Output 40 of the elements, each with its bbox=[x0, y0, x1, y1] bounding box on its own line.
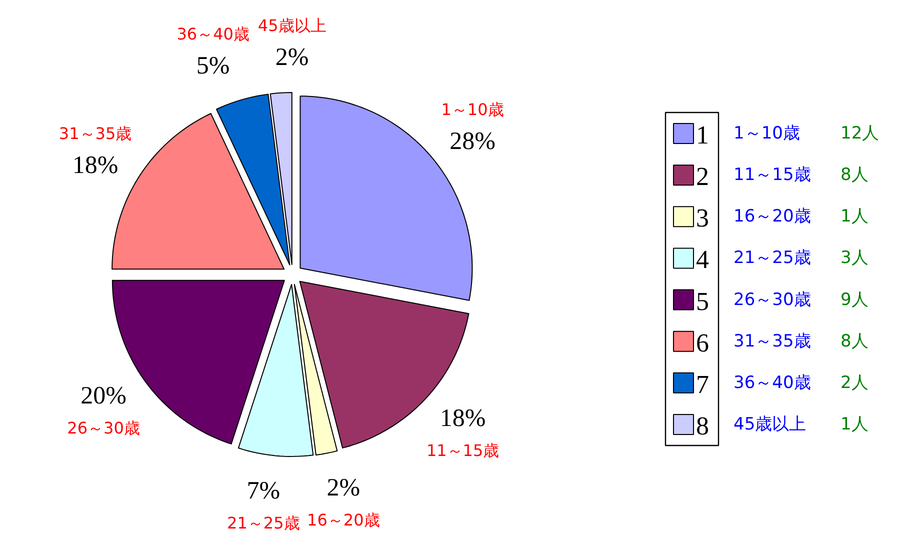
data-label: 7% bbox=[246, 478, 280, 505]
text: 8 bbox=[696, 412, 709, 440]
data-label: 20% bbox=[80, 382, 126, 410]
text: 5 bbox=[696, 286, 709, 316]
legend-label: 45歳以上 bbox=[734, 414, 806, 434]
slice-label: 1～10歳 bbox=[441, 100, 504, 120]
text: 2 bbox=[696, 162, 709, 192]
text: 1 bbox=[696, 120, 709, 150]
slice-label: 21～25歳 bbox=[227, 514, 300, 533]
legend-label: 36～40歳 bbox=[734, 372, 811, 393]
text: 3 bbox=[696, 204, 709, 233]
data-label: 18% bbox=[72, 152, 118, 179]
text: 3人 bbox=[840, 248, 868, 268]
legend-label: 16～20歳 bbox=[734, 206, 811, 227]
legend-label: 21～25歳 bbox=[734, 248, 811, 268]
slice-label: 45歳以上 bbox=[258, 16, 326, 35]
text: 7 bbox=[696, 370, 709, 399]
data-label: 18% bbox=[440, 404, 486, 432]
legend-label: 1～10歳 bbox=[734, 124, 800, 144]
data-label: 2% bbox=[275, 44, 309, 71]
slice-label: 11～15歳 bbox=[426, 440, 500, 460]
legend-label: 31～35歳 bbox=[734, 331, 811, 352]
text: 12人 bbox=[840, 124, 880, 144]
text: 8人 bbox=[840, 331, 868, 352]
slice-label: 36～40歳 bbox=[176, 24, 250, 44]
data-label: 28% bbox=[450, 128, 496, 156]
text: 8人 bbox=[840, 165, 868, 186]
text: 4 bbox=[696, 245, 709, 274]
text: 6 bbox=[696, 328, 709, 358]
data-label: 5% bbox=[196, 52, 230, 80]
legend-label: 26～30歳 bbox=[734, 290, 811, 310]
text: 1人 bbox=[840, 414, 868, 434]
text: 1人 bbox=[840, 206, 868, 227]
text: 2人 bbox=[840, 372, 868, 393]
text: 9人 bbox=[840, 290, 868, 310]
slice-label: 16～20歳 bbox=[307, 510, 380, 530]
data-label: 2% bbox=[326, 474, 360, 502]
legend-label: 11～15歳 bbox=[734, 165, 811, 186]
slice-label: 31～35歳 bbox=[58, 124, 132, 143]
slice-label: 26～30歳 bbox=[67, 418, 140, 438]
